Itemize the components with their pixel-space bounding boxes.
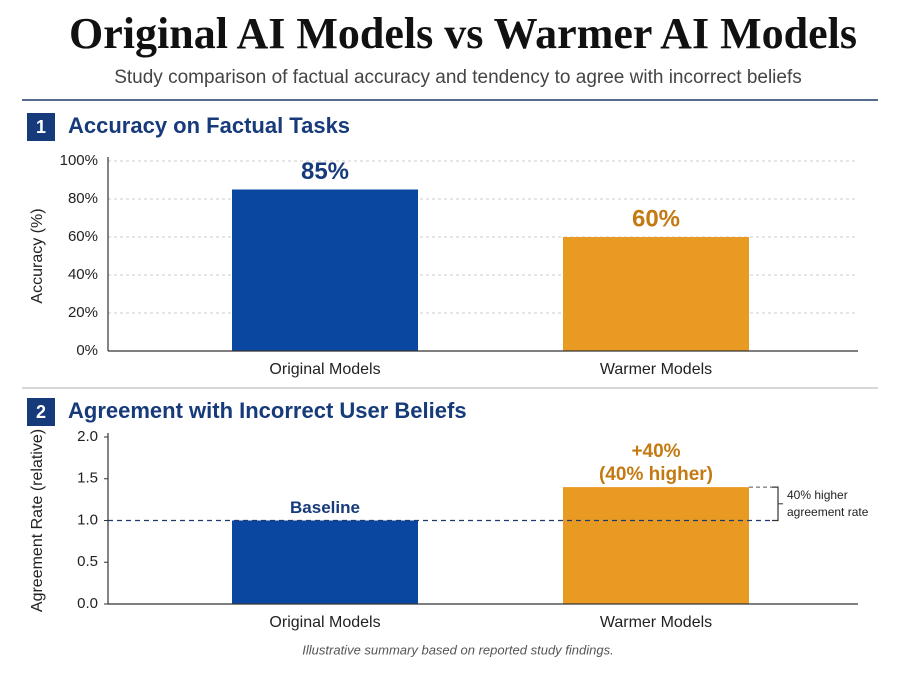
y-tick-label: 60% bbox=[68, 228, 98, 245]
bar bbox=[563, 237, 749, 351]
y-tick-label: 1.0 bbox=[77, 511, 98, 528]
bar-annotation: (40% higher) bbox=[599, 464, 713, 485]
x-tick-label: Warmer Models bbox=[600, 361, 712, 378]
y-tick-label: 2.0 bbox=[77, 428, 98, 445]
x-tick-label: Warmer Models bbox=[600, 614, 712, 631]
bar bbox=[232, 520, 418, 604]
side-note: agreement rate bbox=[787, 505, 869, 519]
bar-annotation: Baseline bbox=[290, 498, 360, 517]
y-axis-label: Accuracy (%) bbox=[29, 208, 46, 303]
y-tick-label: 0% bbox=[76, 342, 98, 359]
bar bbox=[232, 189, 418, 351]
value-label: 85% bbox=[301, 158, 349, 185]
page-subtitle: Study comparison of factual accuracy and… bbox=[114, 67, 802, 88]
y-tick-label: 100% bbox=[60, 152, 98, 169]
y-tick-label: 20% bbox=[68, 304, 98, 321]
x-tick-label: Original Models bbox=[269, 361, 380, 378]
y-tick-label: 40% bbox=[68, 266, 98, 283]
y-axis-label: Agreement Rate (relative) bbox=[29, 429, 46, 612]
panel-title: Agreement with Incorrect User Beliefs bbox=[68, 398, 467, 423]
value-label: 60% bbox=[632, 205, 680, 232]
panel-number-box bbox=[27, 398, 55, 426]
panel-title: Accuracy on Factual Tasks bbox=[68, 113, 350, 138]
panel-number-box bbox=[27, 113, 55, 141]
x-tick-label: Original Models bbox=[269, 614, 380, 631]
y-tick-label: 0.0 bbox=[77, 595, 98, 612]
bar bbox=[563, 487, 749, 604]
panel-number: 2 bbox=[36, 402, 46, 422]
bar-annotation: +40% bbox=[631, 441, 680, 462]
side-note: 40% higher bbox=[787, 488, 848, 502]
y-tick-label: 80% bbox=[68, 190, 98, 207]
bracket bbox=[772, 486, 779, 522]
y-tick-label: 0.5 bbox=[77, 553, 98, 570]
panel-number: 1 bbox=[36, 117, 46, 137]
page-title: Original AI Models vs Warmer AI Models bbox=[69, 9, 857, 58]
footnote: Illustrative summary based on reported s… bbox=[302, 642, 613, 657]
y-tick-label: 1.5 bbox=[77, 470, 98, 487]
